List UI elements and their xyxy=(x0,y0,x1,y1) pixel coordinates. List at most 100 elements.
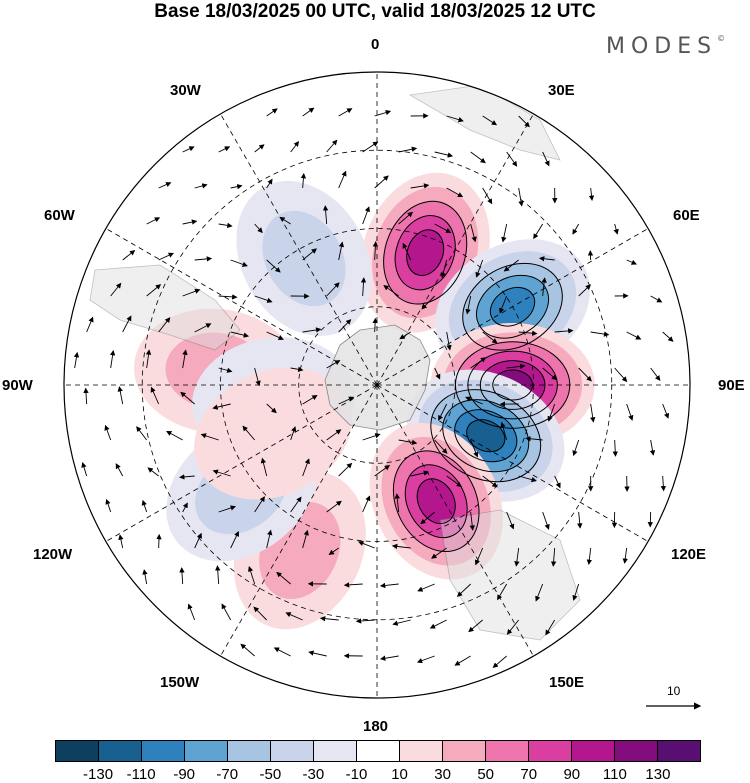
wind-vector xyxy=(542,151,550,167)
wind-vector xyxy=(572,223,580,235)
wind-vector xyxy=(118,534,124,549)
wind-vector xyxy=(360,277,367,297)
wind-vector xyxy=(503,259,519,272)
wind-vector xyxy=(302,248,317,261)
colorbar-swatch xyxy=(271,741,314,761)
wind-vector xyxy=(465,396,483,405)
colorbar-tick-label: 30 xyxy=(434,766,451,783)
wind-vector xyxy=(166,430,183,441)
wind-vector xyxy=(626,403,634,421)
wind-vector xyxy=(338,241,345,261)
wind-vector xyxy=(362,433,381,441)
colorbar-swatch xyxy=(615,741,658,761)
wind-vector xyxy=(266,403,277,414)
longitude-line xyxy=(105,384,378,542)
wind-vector xyxy=(180,391,195,405)
contour-line xyxy=(489,286,536,327)
wind-vector xyxy=(104,424,112,441)
wind-vector xyxy=(326,139,338,153)
wind-vector xyxy=(470,151,486,164)
wind-vector xyxy=(182,288,201,297)
wind-vector xyxy=(73,351,80,369)
wind-vector xyxy=(374,464,391,477)
wind-vector xyxy=(179,567,185,585)
land-masses xyxy=(89,84,581,641)
wind-vector xyxy=(83,387,89,405)
lon-label-60w: 60W xyxy=(44,207,75,224)
lon-label-90w: 90W xyxy=(2,377,33,394)
antarctica xyxy=(324,324,431,431)
wind-vector xyxy=(200,433,219,441)
wind-vector xyxy=(402,242,412,261)
wind-vector xyxy=(482,187,493,205)
lon-label-30e: 30E xyxy=(548,82,575,99)
longitude-line xyxy=(220,384,378,657)
wind-vector xyxy=(398,439,418,446)
wind-vector xyxy=(506,363,526,370)
lon-label-180: 180 xyxy=(363,718,389,735)
colorbar-tick-label: -50 xyxy=(259,766,282,783)
wind-vector xyxy=(355,618,375,624)
colorbar xyxy=(55,740,701,762)
wind-vector xyxy=(319,615,339,622)
wind-vector xyxy=(158,182,172,189)
wind-vector xyxy=(612,439,618,457)
wind-vector xyxy=(158,252,174,261)
wind-vector xyxy=(542,367,558,381)
colorbar-tick-label: 70 xyxy=(520,766,538,783)
wind-vector xyxy=(626,259,637,265)
wind-vector xyxy=(146,217,161,225)
wind-vector xyxy=(383,285,399,297)
colorbar-tick-label: 110 xyxy=(602,766,627,783)
wind-vector xyxy=(254,367,261,387)
lon-label-60e: 60E xyxy=(673,207,700,224)
wind-vector xyxy=(506,511,515,530)
wind-vector xyxy=(374,175,389,189)
colorbar-swatch xyxy=(443,741,486,761)
colorbar-tick-label: 90 xyxy=(563,766,581,783)
wind-vector xyxy=(266,178,273,189)
wind-vector xyxy=(290,496,302,513)
wind-vector xyxy=(518,330,538,336)
wind-vector xyxy=(218,294,238,300)
wind-vector xyxy=(434,367,441,380)
wind-vector xyxy=(285,612,303,621)
wind-vector xyxy=(242,425,256,441)
wind-vector xyxy=(221,603,232,621)
colorbar-swatch xyxy=(56,741,99,761)
wind-vector xyxy=(150,386,160,405)
wind-vector xyxy=(572,583,580,601)
wind-vector xyxy=(649,439,656,456)
wind-vector xyxy=(506,619,520,635)
wind-vector xyxy=(187,603,196,621)
latitude-circle xyxy=(298,306,456,464)
wind-vector xyxy=(590,403,596,423)
wind-vector xyxy=(662,403,670,419)
longitude-line xyxy=(105,228,378,386)
wind-vector xyxy=(470,439,479,458)
wind-vector xyxy=(438,403,448,421)
wind-vector xyxy=(136,426,148,441)
wind-vector xyxy=(122,250,136,261)
colorbar-tick-label: -90 xyxy=(173,766,196,783)
wind-vector xyxy=(429,619,447,629)
lon-label-30w: 30W xyxy=(170,82,201,99)
wind-vector xyxy=(338,462,353,477)
wind-vector xyxy=(547,403,556,422)
wind-vector xyxy=(182,146,195,153)
contour-line xyxy=(392,450,480,553)
wind-vector xyxy=(302,107,315,117)
lon-label-120w: 120W xyxy=(33,546,73,563)
wind-vector xyxy=(215,565,221,585)
wind-vector xyxy=(514,547,520,567)
wind-vector xyxy=(398,211,414,225)
wind-vector xyxy=(578,367,592,382)
wind-vector xyxy=(470,223,477,243)
wind-vector xyxy=(416,655,435,664)
wind-vector xyxy=(343,582,363,588)
wind-vector xyxy=(468,619,483,633)
colorbar-tick-label: -30 xyxy=(302,766,325,783)
wind-vector xyxy=(117,386,124,405)
colorbar-tick-label: -130 xyxy=(83,766,114,783)
wind-vector xyxy=(398,146,418,153)
